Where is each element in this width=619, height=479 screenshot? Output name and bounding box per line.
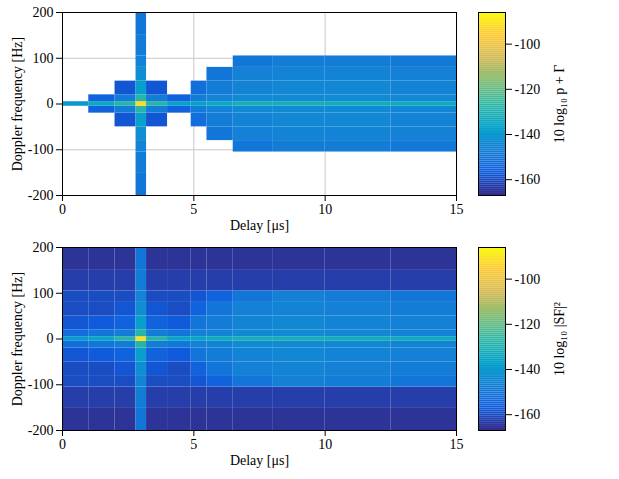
svg-text:-120: -120 (515, 317, 541, 332)
svg-text:-200: -200 (28, 423, 54, 438)
svg-text:-100: -100 (28, 142, 54, 157)
svg-text:0: 0 (59, 437, 66, 452)
svg-text:-100: -100 (515, 37, 541, 52)
svg-text:200: 200 (33, 5, 54, 20)
svg-text:-200: -200 (28, 188, 54, 203)
svg-text:0: 0 (47, 96, 54, 111)
svg-text:0: 0 (47, 331, 54, 346)
svg-text:-140: -140 (515, 362, 541, 377)
svg-text:Delay [μs]: Delay [μs] (230, 218, 289, 233)
svg-text:100: 100 (33, 51, 54, 66)
svg-text:200: 200 (33, 240, 54, 255)
svg-text:Doppler frequency [Hz]: Doppler frequency [Hz] (10, 37, 25, 172)
svg-text:-140: -140 (515, 127, 541, 142)
svg-text:-160: -160 (515, 407, 541, 422)
svg-text:-100: -100 (28, 377, 54, 392)
svg-text:10 log₁₀ p + Γ: 10 log₁₀ p + Γ (552, 65, 567, 144)
svg-text:-100: -100 (515, 272, 541, 287)
svg-text:100: 100 (33, 286, 54, 301)
svg-text:10 log₁₀ |SF|²: 10 log₁₀ |SF|² (552, 302, 567, 376)
svg-text:-120: -120 (515, 82, 541, 97)
svg-text:15: 15 (450, 437, 464, 452)
svg-text:-160: -160 (515, 172, 541, 187)
svg-text:5: 5 (190, 437, 197, 452)
svg-text:15: 15 (450, 202, 464, 217)
svg-text:10: 10 (318, 437, 332, 452)
svg-text:0: 0 (59, 202, 66, 217)
svg-text:Doppler frequency [Hz]: Doppler frequency [Hz] (10, 272, 25, 407)
svg-text:Delay [μs]: Delay [μs] (230, 453, 289, 468)
svg-text:10: 10 (318, 202, 332, 217)
svg-text:5: 5 (190, 202, 197, 217)
